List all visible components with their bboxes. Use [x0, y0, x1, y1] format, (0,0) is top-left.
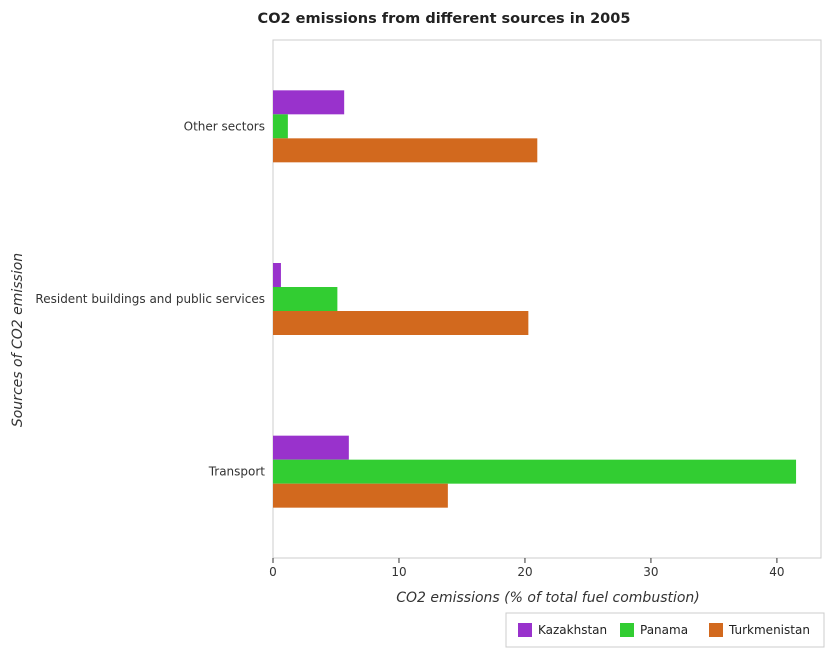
y-tick-labels: Other sectors Resident buildings and publ…: [35, 119, 265, 478]
y-tick-label: Transport: [208, 465, 266, 479]
legend-swatch-kazakhstan: [518, 623, 532, 637]
y-axis-title: Sources of CO2 emission: [10, 253, 26, 427]
legend-label-turkmenistan: Turkmenistan: [728, 623, 810, 637]
bar-turkmenistan-0: [273, 138, 538, 163]
y-tick-label: Other sectors: [184, 119, 265, 133]
bar-turkmenistan-1: [273, 311, 529, 335]
legend-swatch-panama: [620, 623, 634, 637]
bar-panama-2: [273, 459, 797, 484]
legend-label-kazakhstan: Kazakhstan: [538, 623, 607, 637]
x-tick-label: 40: [769, 565, 784, 579]
chart-title: CO2 emissions from different sources in …: [258, 11, 631, 27]
bar-kazakhstan-1: [273, 263, 281, 287]
legend-box: [505, 612, 825, 648]
x-tick-label: 20: [517, 565, 532, 579]
legend: Kazakhstan Panama Turkmenistan: [505, 612, 825, 648]
bar-kazakhstan-2: [273, 435, 349, 460]
legend-label-panama: Panama: [640, 623, 688, 637]
x-tick-label: 30: [643, 565, 658, 579]
bar-turkmenistan-2: [273, 483, 448, 508]
x-tick-label: 10: [391, 565, 406, 579]
bar-panama-0: [273, 114, 288, 139]
y-tick-label: Resident buildings and public services: [35, 292, 265, 306]
plot-area: [272, 39, 822, 559]
bar-panama-1: [273, 287, 338, 311]
legend-swatch-turkmenistan: [709, 623, 723, 637]
x-axis-title: CO2 emissions (% of total fuel combustio…: [396, 590, 700, 606]
bar-kazakhstan-0: [273, 90, 345, 115]
x-tick-label: 0: [269, 565, 277, 579]
x-tick-labels: 0 10 20 30 40: [269, 558, 785, 579]
